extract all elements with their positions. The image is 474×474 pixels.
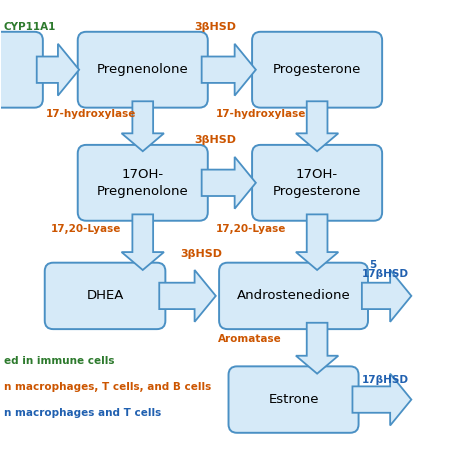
Text: Androstenedione: Androstenedione	[237, 290, 350, 302]
Polygon shape	[296, 101, 338, 151]
Text: 17βHSD: 17βHSD	[362, 375, 409, 385]
Polygon shape	[201, 157, 256, 209]
Text: n macrophages and T cells: n macrophages and T cells	[4, 408, 161, 418]
FancyBboxPatch shape	[252, 32, 382, 108]
Text: n macrophages, T cells, and B cells: n macrophages, T cells, and B cells	[4, 382, 211, 392]
Text: Estrone: Estrone	[268, 393, 319, 406]
Text: 17OH-
Progesterone: 17OH- Progesterone	[273, 168, 361, 198]
Text: 3βHSD: 3βHSD	[195, 135, 237, 145]
Text: Pregnenolone: Pregnenolone	[97, 63, 189, 76]
Polygon shape	[36, 44, 79, 96]
Text: ed in immune cells: ed in immune cells	[4, 356, 114, 366]
FancyBboxPatch shape	[78, 145, 208, 221]
FancyBboxPatch shape	[228, 366, 358, 433]
Text: 17,20-Lyase: 17,20-Lyase	[51, 224, 121, 234]
Text: Progesterone: Progesterone	[273, 63, 361, 76]
FancyBboxPatch shape	[78, 32, 208, 108]
Text: 17βHSD: 17βHSD	[362, 269, 409, 279]
Polygon shape	[121, 101, 164, 151]
FancyBboxPatch shape	[219, 263, 368, 329]
Polygon shape	[159, 270, 216, 322]
Text: 17-hydroxylase: 17-hydroxylase	[46, 109, 137, 119]
Polygon shape	[362, 270, 411, 322]
Polygon shape	[296, 323, 338, 374]
FancyBboxPatch shape	[0, 32, 43, 108]
Text: 5: 5	[369, 260, 376, 270]
Polygon shape	[201, 44, 256, 96]
Text: Aromatase: Aromatase	[218, 334, 282, 344]
FancyBboxPatch shape	[45, 263, 165, 329]
FancyBboxPatch shape	[252, 145, 382, 221]
Text: 3βHSD: 3βHSD	[181, 249, 222, 259]
Text: 3βHSD: 3βHSD	[195, 22, 237, 32]
Text: CYP11A1: CYP11A1	[4, 22, 56, 32]
Polygon shape	[121, 214, 164, 270]
Text: 17,20-Lyase: 17,20-Lyase	[216, 224, 286, 234]
Polygon shape	[353, 374, 411, 426]
Text: 17OH-
Pregnenolone: 17OH- Pregnenolone	[97, 168, 189, 198]
Text: DHEA: DHEA	[86, 290, 124, 302]
Polygon shape	[296, 214, 338, 270]
Text: 17-hydroxylase: 17-hydroxylase	[216, 109, 306, 119]
